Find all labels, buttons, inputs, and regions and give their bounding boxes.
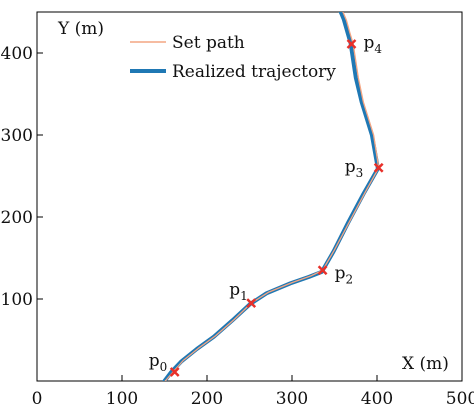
waypoint-label-p2: p2 (335, 263, 354, 286)
series-line-set-path (164, 12, 380, 381)
waypoint-marker-p0 (169, 367, 180, 377)
waypoint-marker-p1 (246, 298, 257, 308)
x-tick-label-3: 300 (276, 389, 308, 409)
y-tick-label-0: 100 (1, 290, 33, 310)
legend-label-realized-trajectory: Realized trajectory (172, 62, 336, 82)
x-axis-label: X (m) (402, 354, 449, 374)
y-tick-label-3: 400 (1, 44, 33, 64)
x-tick-label-2: 200 (191, 389, 223, 409)
legend-label-set-path: Set path (172, 33, 245, 53)
x-tick-label-0: 0 (32, 389, 43, 409)
legend: Set path Realized trajectory (130, 33, 336, 82)
waypoint-label-p1: p1 (229, 280, 248, 303)
waypoint-marker-p3 (373, 162, 384, 173)
y-axis-label: Y (m) (57, 19, 104, 39)
plot-frame (36, 11, 463, 382)
waypoint-layer: p0 p1 p2 p3 p4 (149, 33, 384, 377)
waypoint-label-p0: p0 (149, 351, 168, 374)
plot-area (36, 11, 463, 382)
x-tick-label-1: 100 (106, 389, 138, 409)
ticks: 0 100 200 300 400 500 100 200 300 400 (1, 44, 474, 409)
series-layer (162, 12, 380, 381)
waypoint-marker-p2 (317, 265, 328, 276)
x-tick-label-4: 400 (361, 389, 393, 409)
waypoint-label-p3: p3 (345, 157, 364, 180)
x-tick-label-5: 500 (446, 389, 474, 409)
y-tick-label-1: 200 (1, 208, 33, 228)
y-tick-label-2: 300 (1, 126, 33, 146)
waypoint-label-p4: p4 (364, 33, 383, 56)
waypoint-marker-p4 (346, 39, 357, 49)
